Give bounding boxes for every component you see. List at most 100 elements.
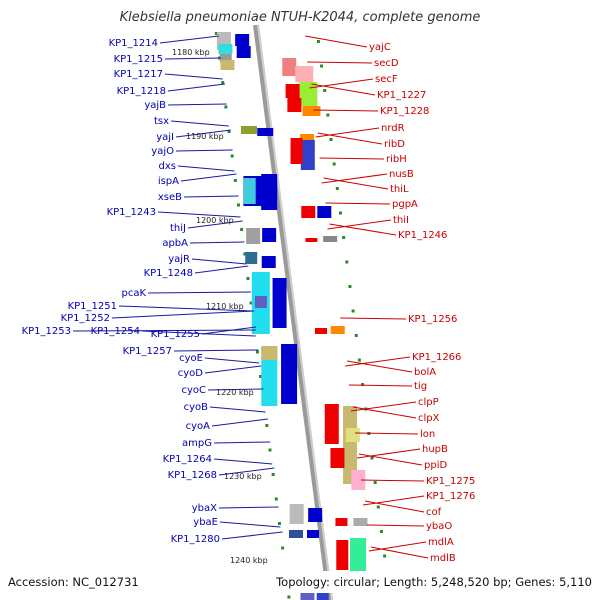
gene-feature — [345, 428, 360, 442]
tick-mark — [345, 260, 349, 264]
left-leader-line — [157, 211, 241, 218]
tick-mark — [370, 456, 374, 460]
left-leader-line — [164, 57, 221, 60]
tick-mark — [259, 375, 263, 378]
right-leader-line — [319, 157, 385, 160]
left-labels-layer: KP1_1214 KP1_1215 KP1_1217 KP1_1218 yajB tsx y… — [22, 35, 289, 594]
features-layer — [216, 32, 368, 600]
left-gene-label: tsx — [154, 116, 169, 127]
left-gene-label: cyoC — [181, 385, 206, 396]
gene-feature — [295, 66, 314, 82]
scale-label: 1220 kbp — [216, 388, 254, 397]
left-gene-label: ybaX — [192, 503, 217, 514]
tick-mark — [243, 252, 247, 256]
right-gene-label: clpP — [418, 397, 439, 408]
tick-mark — [332, 162, 336, 166]
tick-mark — [277, 522, 281, 525]
footer-band — [0, 571, 600, 593]
tick-mark — [265, 424, 269, 427]
tick-mark — [246, 277, 250, 280]
right-leader-line — [361, 479, 425, 482]
left-leader-line — [219, 521, 281, 528]
right-gene-label: KP1_1246 — [398, 230, 447, 241]
gene-feature — [316, 590, 329, 600]
right-gene-label: mdlA — [428, 537, 454, 548]
scale-label: 1190 kbp — [186, 132, 224, 141]
scale-label: 1240 kbp — [230, 556, 268, 565]
gene-feature — [302, 106, 321, 116]
right-leader-line — [305, 35, 368, 48]
tick-mark — [373, 481, 377, 484]
gene-feature — [301, 206, 316, 218]
left-gene-label: KP1_1254 — [91, 326, 140, 337]
gene-feature — [272, 278, 287, 328]
left-leader-line — [141, 330, 256, 337]
right-gene-label: pgpA — [392, 199, 418, 210]
gene-feature — [261, 346, 278, 360]
right-gene-label: tig — [414, 381, 427, 392]
right-gene-label: ribH — [386, 154, 407, 165]
left-gene-label: yajB — [144, 100, 166, 111]
left-gene-label: ybaE — [193, 517, 218, 528]
right-gene-label: thiI — [393, 215, 409, 226]
right-gene-label: KP1_1276 — [426, 491, 475, 502]
tick-mark — [338, 211, 342, 215]
right-gene-label: bolA — [414, 367, 436, 378]
gene-feature — [282, 58, 297, 76]
gene-feature — [335, 518, 348, 526]
right-gene-label: cof — [426, 507, 442, 518]
tick-mark — [249, 301, 253, 305]
gene-feature — [324, 404, 339, 444]
tick-mark — [281, 546, 285, 550]
right-gene-label: KP1_1275 — [426, 476, 475, 487]
gene-feature — [246, 228, 261, 244]
left-gene-label: KP1_1255 — [151, 329, 200, 340]
right-leader-line — [355, 432, 419, 435]
right-leader-line — [368, 541, 427, 552]
left-gene-label: thiJ — [170, 223, 186, 234]
tick-mark — [361, 383, 365, 386]
left-leader-line — [72, 329, 256, 332]
right-gene-label: ribD — [384, 139, 405, 150]
left-leader-line — [209, 406, 266, 413]
tick-mark — [240, 228, 244, 231]
right-leader-line — [309, 78, 374, 89]
left-leader-line — [175, 149, 233, 152]
right-leader-line — [321, 173, 388, 184]
left-leader-line — [187, 220, 243, 229]
left-leader-line — [218, 506, 279, 509]
gene-feature — [289, 504, 304, 524]
right-gene-label: hupB — [422, 444, 448, 455]
tick-mark — [271, 473, 275, 476]
right-leader-line — [362, 495, 425, 506]
right-gene-label: secF — [375, 74, 398, 85]
gene-feature — [343, 406, 358, 484]
gene-feature — [290, 138, 303, 164]
left-leader-line — [218, 467, 275, 476]
gene-feature — [218, 44, 233, 54]
right-gene-label: KP1_1228 — [380, 106, 429, 117]
right-gene-label: thiL — [390, 184, 409, 195]
map-title: Klebsiella pneumoniae NTUH-K2044, comple… — [120, 10, 481, 25]
ticks-layer — [214, 32, 390, 599]
right-leader-line — [358, 453, 423, 466]
right-gene-label: nusB — [389, 169, 414, 180]
left-gene-label: yajI — [156, 132, 174, 143]
tick-mark — [224, 105, 228, 109]
gene-feature — [330, 448, 345, 468]
left-gene-label: apbA — [162, 238, 188, 249]
gene-feature — [323, 236, 338, 242]
left-leader-line — [194, 265, 249, 274]
gene-feature — [287, 98, 302, 112]
left-gene-label: dxs — [159, 161, 176, 172]
right-leader-line — [352, 406, 417, 419]
left-gene-label: KP1_1251 — [68, 301, 117, 312]
left-gene-label: KP1_1214 — [109, 38, 158, 49]
right-gene-label: clpX — [418, 413, 440, 424]
gene-feature — [350, 538, 367, 572]
left-gene-label: KP1_1264 — [163, 454, 212, 465]
left-gene-label: cyoE — [179, 353, 203, 364]
left-leader-line — [213, 458, 273, 465]
